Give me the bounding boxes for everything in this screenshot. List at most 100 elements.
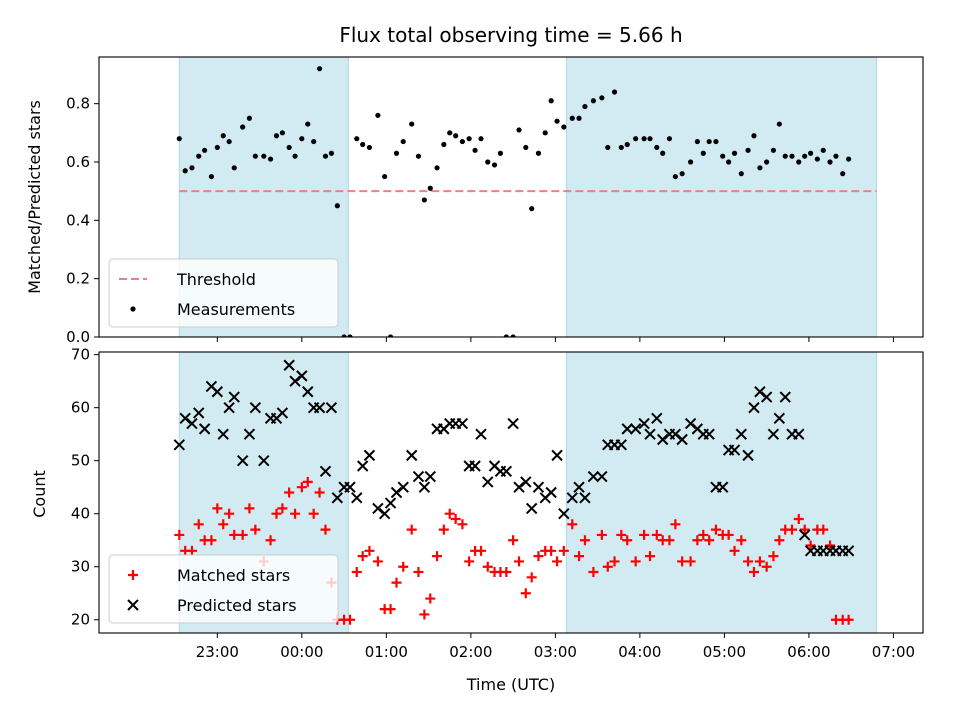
matched-star-point	[774, 535, 785, 546]
measurement-point	[328, 150, 335, 156]
predicted-star-point	[684, 417, 697, 430]
measurement-point	[654, 144, 660, 151]
matched-star-point	[520, 588, 531, 599]
legend-label: Measurements	[177, 300, 295, 319]
matched-star-point	[825, 540, 836, 551]
matched-star-point	[271, 508, 282, 519]
predicted-star-point	[424, 470, 436, 483]
measurement-point	[582, 103, 588, 110]
matched-star-point	[508, 535, 519, 546]
measurement-point	[176, 136, 182, 142]
measurement-point	[311, 138, 317, 145]
matched-star-point	[704, 535, 715, 546]
measurement-point	[261, 153, 267, 159]
predicted-star-point	[842, 545, 855, 557]
measurement-point	[273, 133, 280, 139]
measurement-point	[833, 153, 839, 159]
bottom-y-tick-label: 60	[71, 399, 90, 417]
predicted-star-point	[356, 460, 369, 472]
measurement-point	[354, 136, 360, 142]
matched-star-point	[616, 529, 627, 540]
measurement-point	[523, 144, 529, 151]
matched-star-point	[218, 519, 229, 530]
predicted-star-point	[520, 476, 532, 488]
matched-star-point	[743, 556, 754, 567]
measurement-point	[687, 159, 694, 165]
top-plot-area	[176, 0, 877, 337]
matched-star-point	[406, 524, 417, 535]
predicted-star-point	[532, 481, 545, 493]
predicted-star-point	[551, 449, 563, 462]
measurement-point	[865, 0, 870, 3]
predicted-star-point	[296, 370, 308, 382]
predicted-star-point	[754, 386, 766, 398]
measurement-point	[485, 159, 491, 165]
matched-star-point	[579, 535, 590, 546]
measurement-point	[366, 144, 373, 151]
predicted-star-point	[793, 428, 805, 440]
measurement-point	[196, 153, 202, 159]
predicted-star-point	[767, 428, 780, 440]
matched-star-point	[736, 535, 747, 546]
predicted-star-point	[716, 481, 729, 493]
matched-star-point	[729, 545, 740, 556]
matched-star-point	[277, 503, 288, 514]
predicted-star-point	[525, 502, 538, 515]
matched-star-point	[805, 540, 816, 551]
matched-star-point	[799, 524, 810, 535]
predicted-star-point	[475, 428, 487, 440]
matched-star-point	[677, 556, 688, 567]
matched-star-point	[558, 545, 569, 556]
matched-star-point	[754, 556, 765, 567]
predicted-star-point	[573, 481, 585, 493]
measurement-point	[599, 95, 605, 101]
matched-star-point	[296, 482, 307, 493]
matched-star-point	[692, 535, 703, 546]
top-y-tick-label: 0.0	[66, 328, 90, 346]
measurement-point	[279, 130, 285, 136]
measurement-point	[497, 150, 504, 156]
measurement-point	[872, 0, 877, 3]
predicted-star-point	[384, 497, 397, 509]
bottom-y-axis-label: Count	[30, 470, 49, 518]
predicted-star-point	[211, 386, 224, 398]
bottom-y-tick-label: 50	[71, 452, 90, 470]
x-tick-label: 06:00	[787, 643, 830, 661]
measurement-point	[415, 153, 422, 159]
measurement-point	[182, 168, 188, 174]
predicted-star-point	[579, 492, 591, 504]
measurement-point	[387, 334, 394, 337]
predicted-star-point	[289, 375, 301, 387]
matched-star-point	[250, 524, 261, 535]
matched-star-point	[475, 545, 486, 556]
measurement-point	[641, 136, 647, 142]
measurement-point	[611, 89, 618, 95]
predicted-star-point	[351, 492, 363, 504]
top-y-tick-label: 0.6	[66, 153, 90, 171]
predicted-star-point	[587, 470, 600, 483]
matched-star-point	[357, 551, 368, 562]
matched-star-point	[748, 567, 759, 578]
predicted-star-point	[198, 423, 211, 435]
bottom-y-tick-label: 40	[71, 505, 90, 523]
measurement-point	[226, 138, 232, 145]
matched-star-point	[843, 614, 854, 625]
measurement-point	[400, 138, 406, 145]
bottom-y-tick-label: 30	[71, 558, 90, 576]
matched-star-point	[320, 524, 331, 535]
measurement-point	[220, 133, 226, 139]
matched-star-point	[398, 561, 409, 572]
predicted-star-point	[405, 449, 418, 462]
measurement-point	[393, 150, 400, 156]
top-legend: Threshold Measurements	[108, 258, 339, 328]
measurement-point	[776, 121, 782, 127]
matched-star-point	[364, 545, 375, 556]
predicted-star-point	[186, 417, 198, 430]
matched-star-point	[290, 508, 301, 519]
matched-star-point	[670, 519, 681, 530]
predicted-star-point	[760, 391, 773, 403]
predicted-star-point	[390, 486, 403, 499]
measurement-point	[605, 144, 611, 151]
measurement-point	[382, 173, 388, 180]
measurement-point	[853, 0, 858, 3]
